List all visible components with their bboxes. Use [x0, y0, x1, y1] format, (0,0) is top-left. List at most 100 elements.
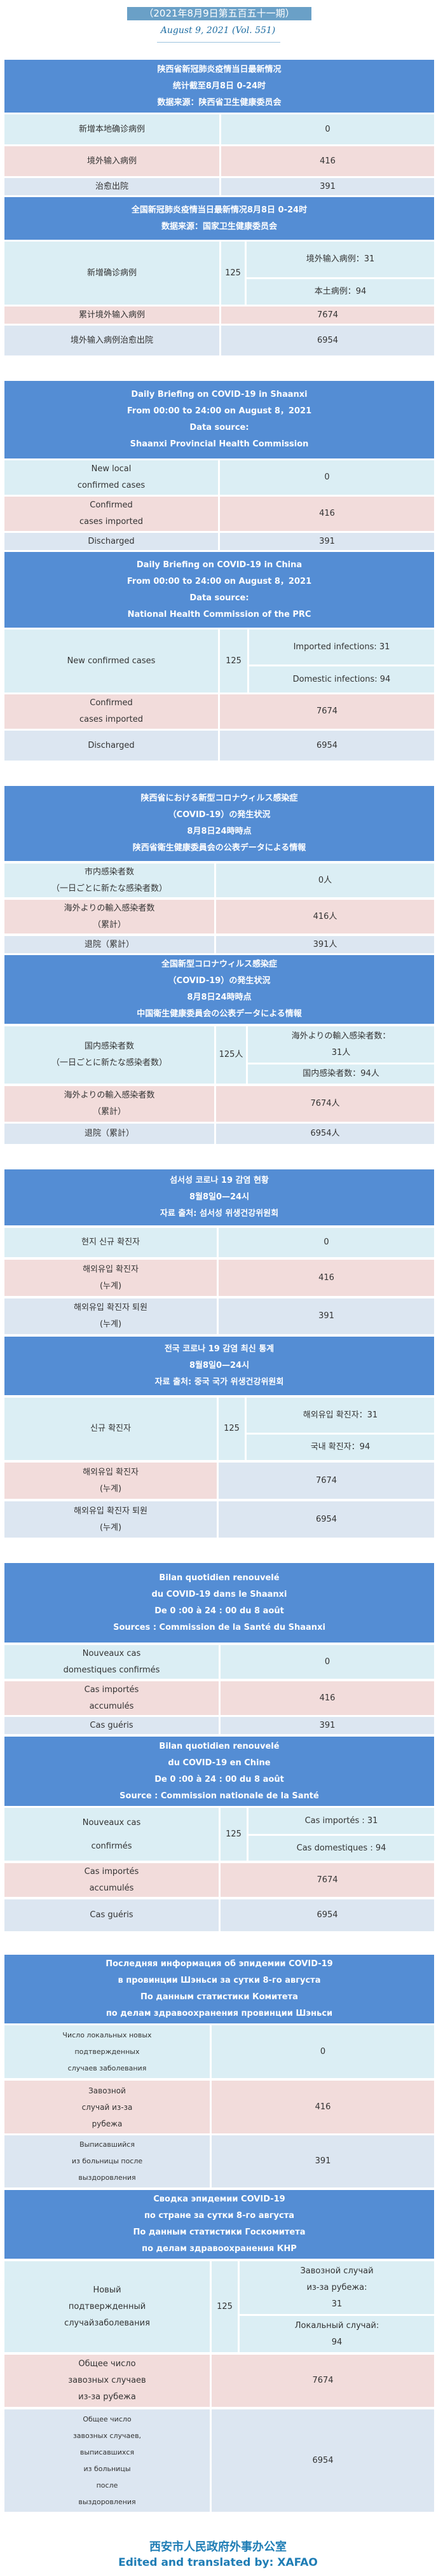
row-label: 治愈出院: [4, 178, 219, 195]
row-sub-domestic: 国内感染者数：94人: [248, 1064, 434, 1084]
table-header-shaanxi-kr: 섬서성 코로나 19 감염 현황 8월8일0—24시 자료 출처: 섬서성 위생…: [4, 1169, 434, 1225]
row-label: 현지 신규 확진자: [4, 1228, 217, 1257]
row-label: New local confirmed cases: [4, 460, 218, 495]
table-header-shaanxi-jp: 陕西省における新型コロナウィルス感染症 （COVID-19）の発生状況 8月8日…: [4, 786, 434, 861]
table-row: 退院（累計） 6954人: [4, 1124, 434, 1144]
table-row: Завозной случай из-за рубежа 416: [4, 2081, 434, 2133]
row-value: 416人: [216, 900, 434, 933]
table-row: 累计境外输入病例 7674: [4, 307, 434, 324]
table-row: New local confirmed cases 0: [4, 460, 434, 495]
table-header-shaanxi-cn: 陕西省新冠肺炎疫情当日最新情况 统计截至8月8日 0-24时 数据来源：陕西省卫…: [4, 60, 434, 113]
row-label: 累计境外输入病例: [4, 307, 219, 324]
table-row-split: New confirmed cases 125 Imported infection…: [4, 630, 434, 692]
table-row: Cas importés accumulés 416: [4, 1681, 434, 1715]
row-total: 125: [221, 1808, 247, 1861]
row-sub-imported: Cas importés : 31: [249, 1808, 434, 1834]
row-value: 416: [219, 1260, 434, 1296]
table-row-split: Новый подтвержденный случайзаболевания 12…: [4, 2261, 434, 2352]
row-label: Discharged: [4, 731, 218, 761]
table-row: 海外よりの輸入感染者数 （累計） 416人: [4, 900, 434, 933]
row-total: 125: [220, 630, 247, 692]
table-row: 境外输入病例 416: [4, 146, 434, 176]
row-value: 6954人: [216, 1124, 434, 1144]
row-sub-domestic: 本土病例：94: [247, 279, 434, 305]
row-value: 391: [220, 533, 434, 550]
row-value: 7674: [221, 307, 434, 324]
table-row: Nouveaux cas domestiques confirmés 0: [4, 1645, 434, 1679]
row-label: Cas guéris: [4, 1717, 219, 1734]
row-label: 해외유입 확진자 (누계): [4, 1463, 217, 1499]
row-total: 125: [219, 1398, 245, 1460]
row-label: 해외유입 확진자 퇴원 (누계): [4, 1501, 217, 1538]
row-sub-imported: Завозной случай из-за рубежа: 31: [240, 2261, 434, 2314]
row-value: 0: [219, 1228, 434, 1257]
row-label: 해외유입 확진자 (누계): [4, 1260, 217, 1296]
table-row: 해외유입 확진자 (누계) 7674: [4, 1463, 434, 1499]
row-sub-domestic: 국내 확진자：94: [247, 1435, 434, 1460]
table-row: Discharged 391: [4, 533, 434, 550]
row-label: Cas importés accumulés: [4, 1863, 219, 1897]
table-header-china-cn: 全国新冠肺炎疫情当日最新情况8月8日 0-24时 数据来源：国家卫生健康委员会: [4, 197, 434, 240]
table-header-china-fr: Bilan quotidien renouvelé du COVID-19 en…: [4, 1737, 434, 1806]
table-row: Cas guéris 6954: [4, 1899, 434, 1931]
row-value: 416: [212, 2081, 434, 2133]
row-label: 市内感染者数 （一日ごとに新たな感染者数）: [4, 864, 214, 897]
row-sub-domestic: Локальный случай: 94: [240, 2316, 434, 2352]
table-header-china-ru: Сводка эпидемии COVID-19 по стране за су…: [4, 2190, 434, 2259]
table-row-split: 신규 확진자 125 해외유입 확진자：31 국내 확진자：94: [4, 1398, 434, 1460]
row-value: 0: [220, 460, 434, 495]
row-label: Confirmed cases imported: [4, 694, 218, 729]
table-header-china-jp: 全国新型コロナウィルス感染症 （COVID-19）の発生状況 8月8日24時時点…: [4, 955, 434, 1024]
row-label: 境外输入病例治愈出院: [4, 326, 219, 355]
table-row: 海外よりの輸入感染者数 （累計） 7674人: [4, 1086, 434, 1122]
table-header-shaanxi-en: Daily Briefing on COVID-19 in Shaanxi Fr…: [4, 381, 434, 458]
row-value: 0人: [216, 864, 434, 897]
row-label: Новый подтвержденный случайзаболевания: [4, 2261, 210, 2352]
table-row: Cas guéris 391: [4, 1717, 434, 1734]
row-value: 0: [221, 114, 434, 144]
row-label: 境外输入病例: [4, 146, 219, 176]
row-label: Общее число завозных случаев, выписавших…: [4, 2409, 210, 2512]
table-row: Общее число завозных случаев, выписавших…: [4, 2409, 434, 2512]
row-value: 6954: [221, 1899, 434, 1931]
row-label: Cas importés accumulés: [4, 1681, 219, 1715]
subtitle-divider: [157, 42, 280, 43]
row-total: 125人: [216, 1026, 246, 1084]
table-row: 市内感染者数 （一日ごとに新たな感染者数） 0人: [4, 864, 434, 897]
row-value: 6954: [219, 1501, 434, 1538]
row-value: 6954: [221, 326, 434, 355]
table-row-split: Nouveaux cas confirmés 125 Cas importés : …: [4, 1808, 434, 1861]
row-value: 391: [219, 1298, 434, 1334]
table-header-china-kr: 전국 코로나 19 감염 최신 통계 8월8일0—24시 자료 출처: 중국 국…: [4, 1337, 434, 1395]
row-sub-domestic: Domestic infections: 94: [249, 666, 434, 692]
issue-badge: （2021年8月9日第五百五十一期）: [127, 7, 311, 20]
table-row: 해외유입 확진자 퇴원 (누계) 6954: [4, 1501, 434, 1538]
row-value: 7674人: [216, 1086, 434, 1122]
row-value: 7674: [219, 1463, 434, 1499]
row-value: 7674: [212, 2355, 434, 2407]
table-row: 境外输入病例治愈出院 6954: [4, 326, 434, 355]
table-row: Confirmed cases imported 416: [4, 497, 434, 531]
table-row: Confirmed cases imported 7674: [4, 694, 434, 729]
table-row: Число локальных новых подтвержденных слу…: [4, 2025, 434, 2078]
row-value: 7674: [220, 694, 434, 729]
row-label: 国内感染者数 （一日ごとに新たな感染者数）: [4, 1026, 214, 1084]
row-sub-imported: 海外よりの輸入感染者数： 31人: [248, 1026, 434, 1063]
row-label: 신규 확진자: [4, 1398, 217, 1460]
row-sub-imported: 해외유입 확진자：31: [247, 1398, 434, 1433]
row-label: New confirmed cases: [4, 630, 218, 692]
table-row: 해외유입 확진자 퇴원 (누계) 391: [4, 1298, 434, 1334]
row-value: 391: [221, 1717, 434, 1734]
table-header-shaanxi-fr: Bilan quotidien renouvelé du COVID-19 da…: [4, 1563, 434, 1643]
table-row: 治愈出院 391: [4, 178, 434, 195]
table-row: Выписавшийся из больницы после выздоровл…: [4, 2135, 434, 2187]
row-label: 退院（累計）: [4, 1124, 214, 1144]
row-value: 0: [221, 1645, 434, 1679]
footer-org: 西安市人民政府外事办公室: [149, 2540, 287, 2554]
row-total: 125: [212, 2261, 238, 2352]
row-label: Завозной случай из-за рубежа: [4, 2081, 210, 2133]
row-value: 6954: [220, 731, 434, 761]
row-label: Выписавшийся из больницы после выздоровл…: [4, 2135, 210, 2187]
table-row: 현지 신규 확진자 0: [4, 1228, 434, 1257]
row-value: 416: [220, 497, 434, 531]
